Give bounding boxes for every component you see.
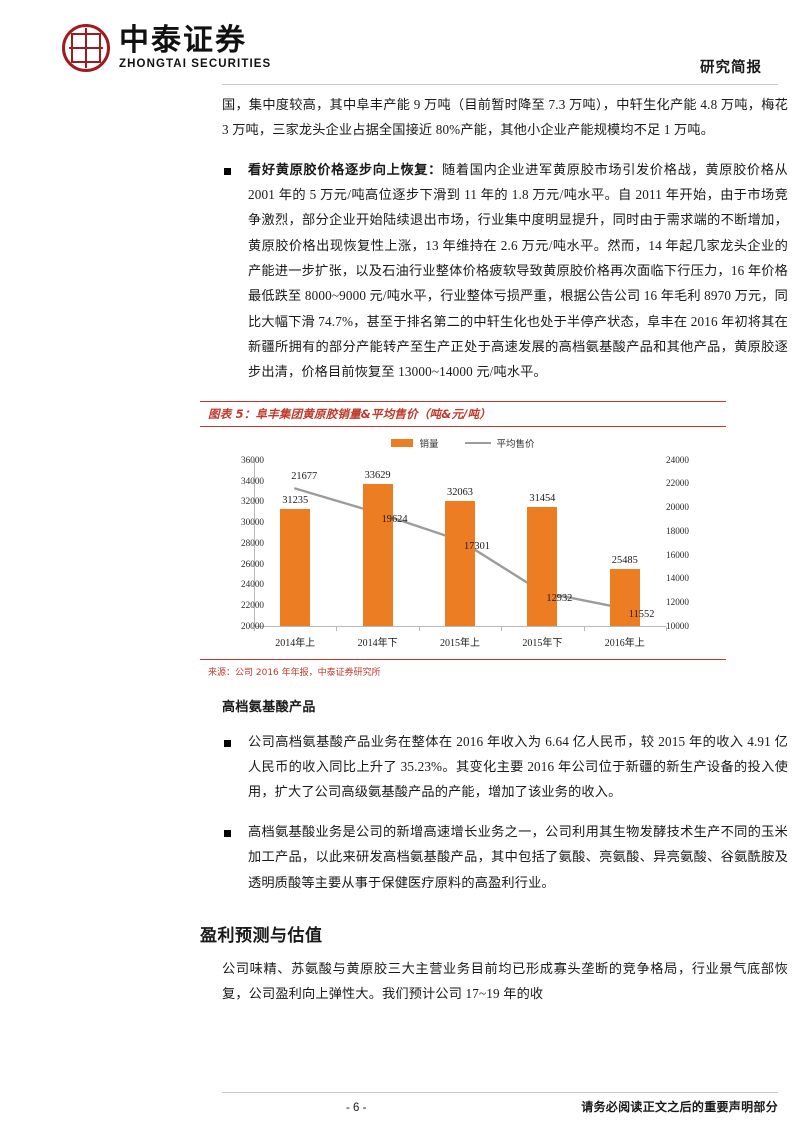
- line-value-label: 19624: [381, 513, 408, 525]
- legend-item-sales: 销量: [391, 436, 439, 450]
- bullet-square-icon: [224, 739, 231, 747]
- logo-english-name: ZHONGTAI SECURITIES: [119, 57, 272, 70]
- figure-caption: 图表 5：阜丰集团黄原胶销量&平均售价（吨&元/吨）: [208, 406, 491, 421]
- paragraph-valuation: 公司味精、苏氨酸与黄原胶三大主营业务目前均已形成寡头垄断的竞争格局，行业景气底部…: [222, 960, 788, 1002]
- legend-bar-swatch-icon: [391, 438, 414, 447]
- y-axis-left-tick: [250, 626, 254, 628]
- line-value-label: 12932: [546, 593, 573, 605]
- y-axis-left-tick-label: 30000: [241, 517, 264, 528]
- legend-label-sales: 销量: [419, 438, 439, 450]
- figure-source: 来源：公司 2016 年年报，中泰证券研究所: [200, 658, 726, 678]
- document-type-title: 研究简报: [700, 60, 762, 76]
- chart-legend: 销量 平均售价: [200, 433, 726, 453]
- y-axis-right-tick-label: 18000: [666, 525, 689, 536]
- y-axis-right-tick-label: 10000: [666, 620, 689, 631]
- page-footer: - 6 - 请务必阅读正文之后的重要声明部分: [222, 1092, 778, 1115]
- y-axis-left-tick-label: 36000: [241, 454, 264, 465]
- y-axis-left-tick: [250, 564, 254, 566]
- legend-line-swatch-icon: [464, 441, 491, 444]
- y-axis-right-tick-label: 14000: [666, 573, 689, 584]
- y-axis-left-tick-label: 26000: [241, 558, 264, 569]
- bullet-square-icon: [224, 167, 231, 175]
- footer-divider: [222, 1092, 778, 1093]
- x-axis-tick: [418, 626, 420, 631]
- x-axis-category-label: 2015年上: [440, 637, 480, 649]
- figure-5: 图表 5：阜丰集团黄原胶销量&平均售价（吨&元/吨） 销量 平均售价 36000…: [200, 400, 726, 678]
- figure-caption-bar: 图表 5：阜丰集团黄原胶销量&平均售价（吨&元/吨）: [200, 400, 726, 427]
- x-axis-tick: [336, 626, 338, 631]
- y-axis-left-tick: [250, 502, 254, 504]
- y-axis-left-tick-label: 22000: [241, 600, 264, 611]
- y-axis-right-tick-label: 16000: [666, 549, 689, 560]
- y-axis-line: [254, 460, 255, 627]
- section-heading-valuation: 盈利预测与估值: [200, 925, 323, 946]
- y-axis-right-tick-label: 20000: [666, 502, 689, 513]
- y-axis-left-tick: [250, 606, 254, 608]
- y-axis-left-tick-label: 20000: [241, 620, 264, 631]
- chart-bar: [609, 568, 640, 626]
- bullet-item-amino-growth: 高档氨基酸业务是公司的新增高速增长业务之一，公司利用其生物发酵技术生产不同的玉米…: [222, 819, 788, 895]
- logo-chinese-name: 中泰证券: [119, 22, 247, 58]
- y-axis-left-tick-label: 34000: [241, 475, 264, 486]
- y-axis-left-tick: [250, 523, 254, 525]
- paragraph-continued: 国，集中度较高，其中阜丰产能 9 万吨（目前暂时降至 7.3 万吨），中轩生化产…: [222, 97, 788, 138]
- x-axis-category-label: 2015年下: [522, 637, 563, 649]
- x-axis-category-label: 2014年下: [357, 637, 398, 649]
- legend-label-price: 平均售价: [496, 438, 535, 450]
- chart-plot-area: 36000 34000 32000 30000 28000 26000 24000 22000…: [200, 453, 726, 649]
- line-value-label: 21677: [291, 471, 318, 483]
- bar-value-label: 25485: [611, 554, 638, 566]
- chart-container: 销量 平均售价 36000 34000 32000 30000 28000 26000 24…: [200, 433, 726, 655]
- chart-bar: [280, 509, 311, 626]
- document-body: 国，集中度较高，其中阜丰产能 9 万吨（目前暂时降至 7.3 万吨），中轩生化产…: [200, 92, 788, 1011]
- y-axis-left-tick-label: 32000: [241, 496, 264, 507]
- bullet-square-icon: [224, 829, 231, 837]
- header-divider: [222, 84, 778, 85]
- footer-disclaimer: 请务必阅读正文之后的重要声明部分: [581, 1100, 778, 1114]
- page-header: 中泰证券 ZHONGTAI SECURITIES 研究简报: [0, 0, 800, 88]
- bullet-item-amino-revenue: 公司高档氨基酸产品业务在整体在 2016 年收入为 6.64 亿人民币，较 20…: [222, 729, 788, 805]
- x-axis-category-label: 2016年上: [604, 637, 645, 649]
- chart-bar: [527, 506, 558, 626]
- line-value-label: 11552: [628, 609, 655, 621]
- chart-bar: [362, 484, 393, 626]
- bar-value-label: 31454: [529, 492, 556, 504]
- legend-item-price: 平均售价: [464, 436, 535, 450]
- y-axis-left-tick: [250, 585, 254, 587]
- bullet-body-text: 随着国内企业进军黄原胶市场引发价格战，黄原胶价格从 2001 年的 5 万元/吨…: [248, 161, 788, 380]
- bullet-lead-text: 看好黄原胶价格逐步向上恢复：: [248, 161, 443, 177]
- bar-value-label: 33629: [364, 470, 391, 482]
- bullet-body-text: 高档氨基酸业务是公司的新增高速增长业务之一，公司利用其生物发酵技术生产不同的玉米…: [248, 823, 788, 890]
- x-axis-tick: [501, 626, 503, 631]
- company-logo: 中泰证券 ZHONGTAI SECURITIES: [62, 24, 271, 72]
- y-axis-right-tick-label: 24000: [666, 454, 689, 465]
- y-axis-left-tick: [250, 460, 254, 462]
- y-axis-left-tick-label: 28000: [241, 537, 264, 548]
- y-axis-left-tick: [250, 543, 254, 545]
- bullet-item-xanthan-price: 看好黄原胶价格逐步向上恢复：随着国内企业进军黄原胶市场引发价格战，黄原胶价格从 …: [222, 157, 788, 385]
- y-axis-left-tick-label: 24000: [241, 579, 264, 590]
- chart-bar: [445, 500, 475, 626]
- line-value-label: 17301: [464, 541, 490, 553]
- page-number: - 6 -: [346, 1102, 367, 1114]
- x-axis-line: [254, 625, 666, 627]
- x-axis-tick: [254, 626, 255, 631]
- y-axis-left-tick: [250, 481, 254, 483]
- x-axis-tick: [666, 626, 667, 631]
- x-axis-tick: [583, 626, 585, 631]
- bullet-body-text: 公司高档氨基酸产品业务在整体在 2016 年收入为 6.64 亿人民币，较 20…: [248, 733, 788, 800]
- y-axis-right-tick-label: 22000: [666, 478, 689, 489]
- subsection-heading-amino: 高档氨基酸产品: [222, 699, 316, 715]
- bar-value-label: 32063: [447, 486, 473, 498]
- x-axis-category-label: 2014年上: [275, 637, 316, 649]
- y-axis-right-tick-label: 12000: [666, 597, 689, 608]
- zhongtai-logo-icon: [62, 24, 110, 72]
- bar-value-label: 31235: [282, 495, 309, 507]
